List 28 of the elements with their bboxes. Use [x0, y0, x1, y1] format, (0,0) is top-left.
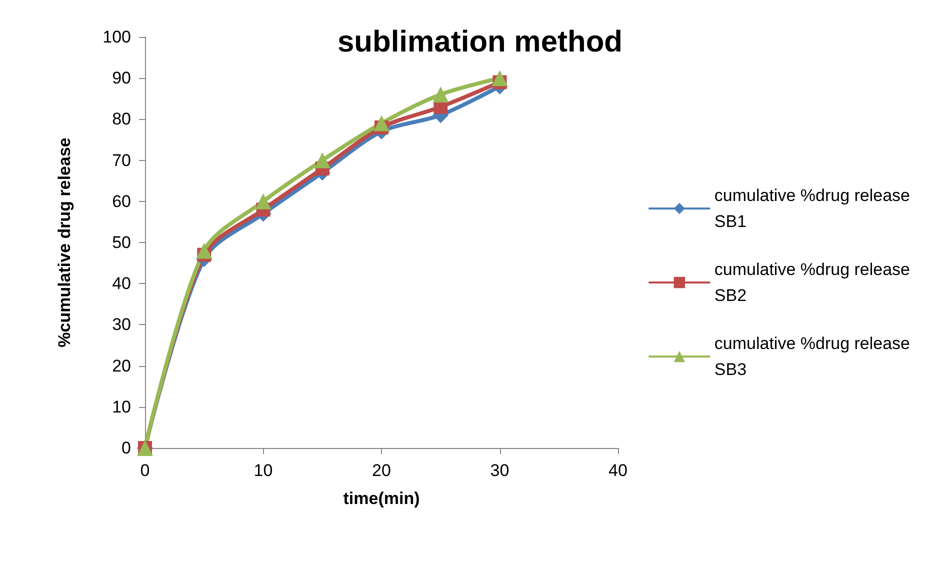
- y-axis-title: %cumulative drug release: [55, 138, 74, 348]
- point: [492, 70, 508, 86]
- y-tick-label: 60: [112, 192, 131, 211]
- x-axis-title: time(min): [343, 489, 420, 508]
- x-tick-label: 0: [140, 461, 150, 480]
- legend-label: cumulative %drug release SB2: [714, 260, 910, 305]
- point: [374, 115, 390, 132]
- y-tick-label: 20: [112, 356, 131, 376]
- y-tick-label: 30: [112, 315, 131, 334]
- x-tick-label: 10: [254, 461, 273, 480]
- x-tick-label: 30: [490, 461, 510, 480]
- point: [255, 193, 272, 210]
- y-tick-label: 10: [112, 397, 131, 416]
- x-tick-label: 20: [372, 461, 391, 480]
- point: [432, 86, 449, 103]
- point: [196, 242, 212, 259]
- y-tick-label: 40: [112, 274, 131, 294]
- y-tick-label: 80: [112, 110, 131, 129]
- y-tick-label: 70: [112, 150, 131, 170]
- y-tick-label: 50: [112, 233, 131, 252]
- y-tick-label: 100: [102, 28, 131, 46]
- x-tick-label: 40: [608, 461, 628, 480]
- y-tick-label: 0: [122, 438, 131, 458]
- chart-title: sublimation method: [338, 26, 622, 58]
- point: [314, 152, 330, 168]
- legend-label: cumulative %drug release SB3: [714, 334, 910, 379]
- y-tick-label: 90: [112, 68, 131, 88]
- legend-label: cumulative %drug release SB1: [714, 186, 910, 231]
